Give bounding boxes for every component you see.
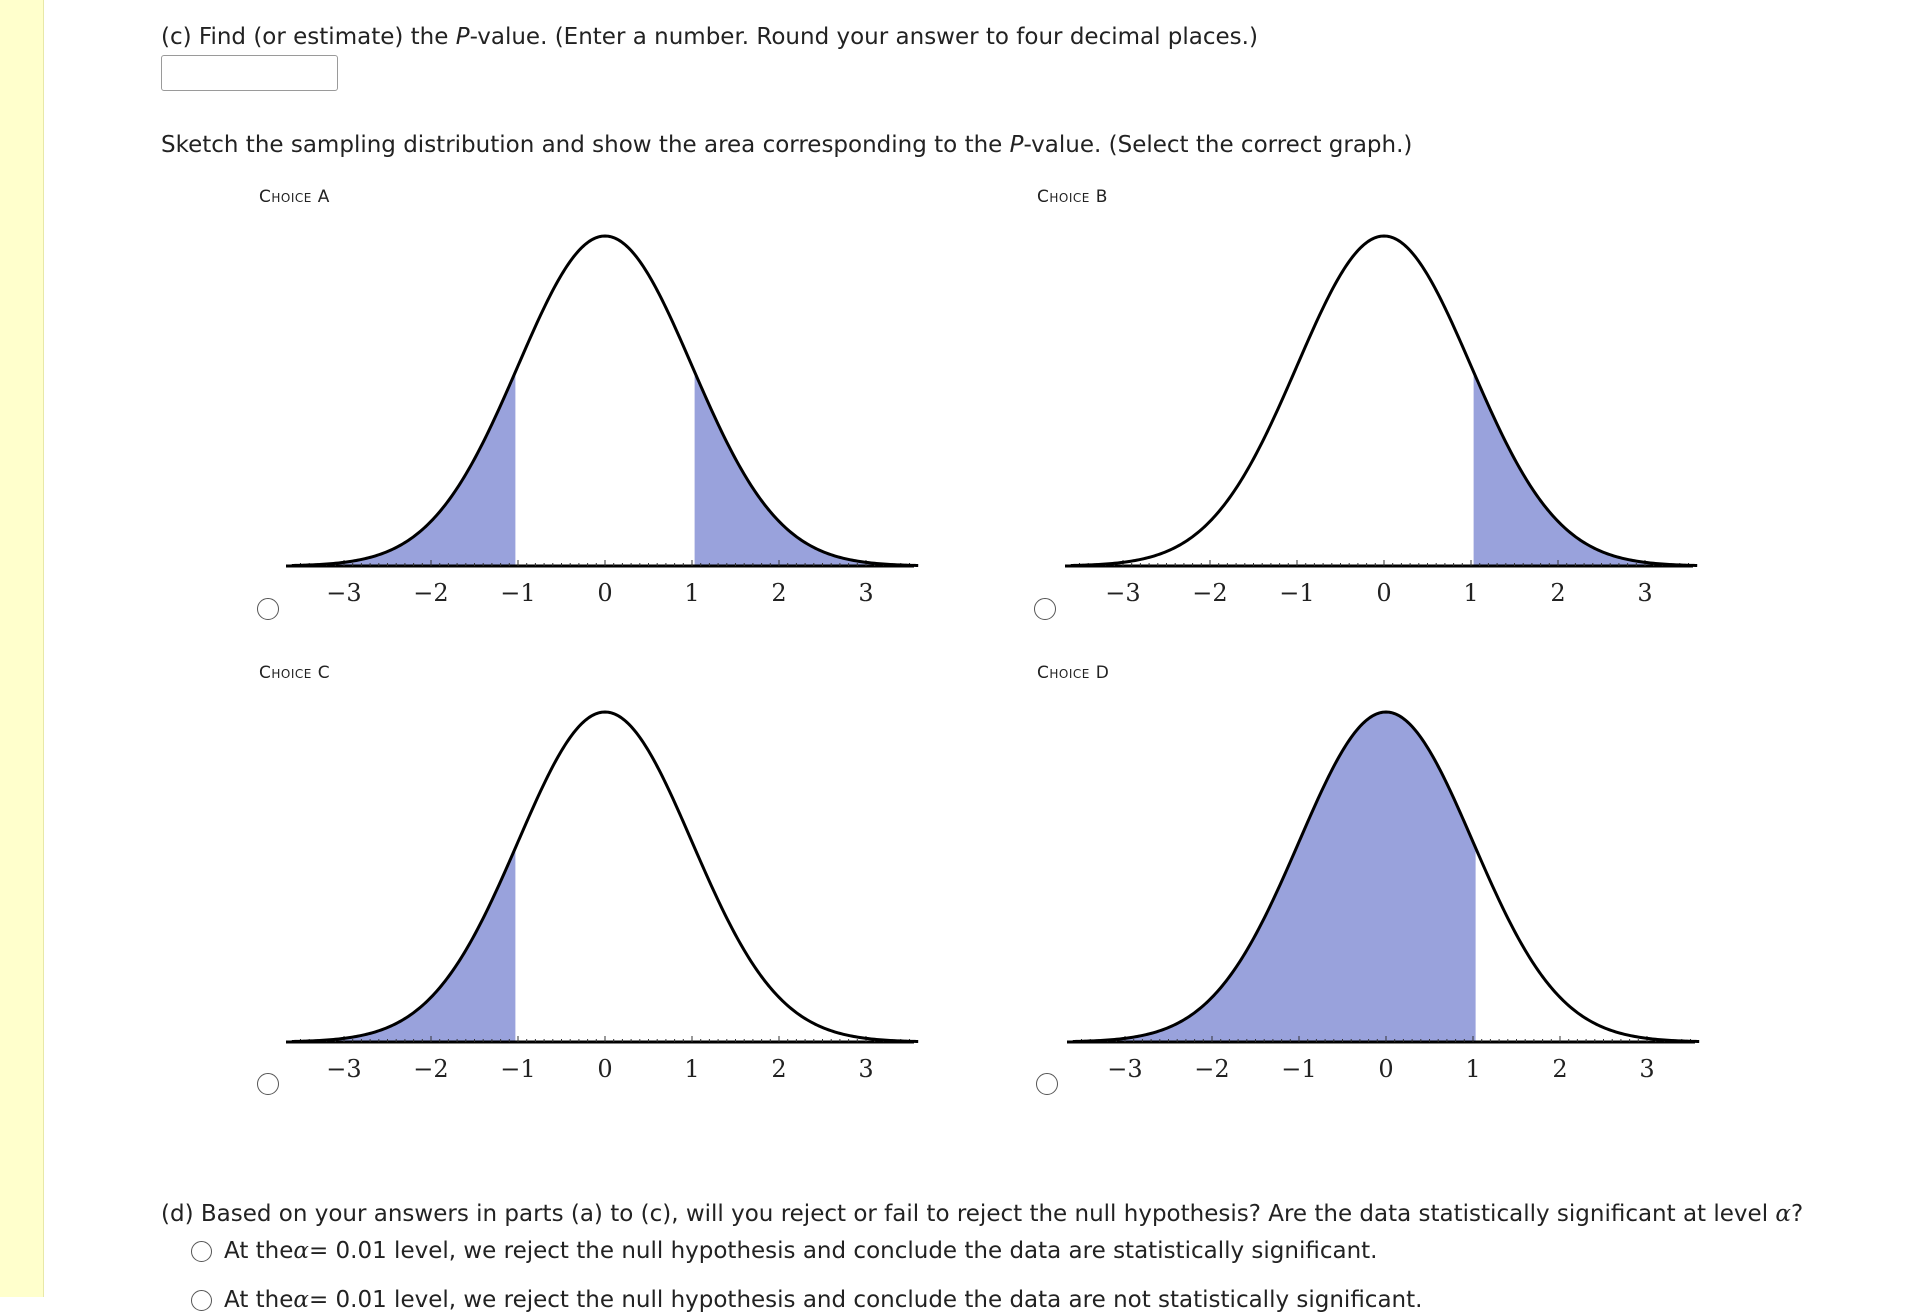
p-value-input[interactable] bbox=[161, 55, 338, 91]
option-2-post: = 0.01 level, we reject the null hypothe… bbox=[308, 1287, 1423, 1313]
part-d-question-end: ? bbox=[1790, 1201, 1804, 1227]
option-1-pre: At the bbox=[224, 1238, 294, 1264]
normal-curve bbox=[291, 710, 919, 1043]
choice-d-graph: −3 −2 −1 0 1 2 3 bbox=[1061, 696, 1701, 1096]
tick-label: −3 bbox=[326, 579, 361, 607]
choice-d-curve-svg: −3 −2 −1 0 1 2 3 bbox=[1067, 710, 1700, 1083]
choice-d-radio[interactable] bbox=[1036, 1073, 1058, 1095]
choice-b-curve-svg: −3 −2 −1 0 1 2 3 bbox=[1065, 234, 1698, 607]
part-c-question: (c) Find (or estimate) the P-value. (Ent… bbox=[161, 24, 1258, 52]
tick-label: 3 bbox=[1637, 579, 1652, 607]
shaded-area-0 bbox=[1473, 371, 1698, 566]
tick-label: 0 bbox=[1378, 1055, 1393, 1083]
shaded-area-0 bbox=[291, 371, 516, 566]
tick-label: 1 bbox=[1465, 1055, 1480, 1083]
option-2-pre: At the bbox=[224, 1287, 294, 1313]
choice-b-radio[interactable] bbox=[1034, 598, 1056, 620]
part-c-prefix: (c) Find (or estimate) the bbox=[161, 24, 456, 50]
sketch-instruction: Sketch the sampling distribution and sho… bbox=[161, 132, 1412, 160]
tick-label: 1 bbox=[1463, 579, 1478, 607]
shaded-area-0 bbox=[1072, 712, 1476, 1042]
tick-label: −1 bbox=[1281, 1055, 1316, 1083]
shaded-area-1 bbox=[694, 371, 919, 566]
p-variable: P bbox=[455, 24, 470, 50]
sketch-prefix: Sketch the sampling distribution and sho… bbox=[161, 132, 1010, 158]
tick-label: −3 bbox=[326, 1055, 361, 1083]
tick-label: −2 bbox=[1194, 1055, 1229, 1083]
tick-label: −1 bbox=[500, 1055, 535, 1083]
sketch-suffix: -value. (Select the correct graph.) bbox=[1023, 132, 1413, 158]
normal-curve bbox=[1072, 710, 1700, 1043]
tick-label: −2 bbox=[1192, 579, 1227, 607]
choice-c-graph: −3 −2 −1 0 1 2 3 bbox=[280, 696, 920, 1096]
normal-curve bbox=[291, 234, 919, 567]
choice-a-curve-svg: −3 −2 −1 0 1 2 3 bbox=[286, 234, 919, 607]
tick-label: −1 bbox=[1279, 579, 1314, 607]
option-reject-significant[interactable]: At the α = 0.01 level, we reject the nul… bbox=[191, 1238, 1377, 1264]
option-2-radio[interactable] bbox=[191, 1289, 212, 1311]
choice-b-label: Choice B bbox=[1037, 187, 1108, 207]
choice-a-label: Choice A bbox=[259, 187, 330, 207]
choice-c-curve-svg: −3 −2 −1 0 1 2 3 bbox=[286, 710, 919, 1083]
part-d-text: (d) Based on your answers in parts (a) t… bbox=[161, 1201, 1776, 1227]
tick-label: 2 bbox=[1550, 579, 1565, 607]
tick-label: 1 bbox=[684, 1055, 699, 1083]
tick-label: 2 bbox=[771, 1055, 786, 1083]
choice-b-graph: −3 −2 −1 0 1 2 3 bbox=[1059, 220, 1699, 620]
option-1-post: = 0.01 level, we reject the null hypothe… bbox=[308, 1238, 1378, 1264]
tick-label: 1 bbox=[684, 579, 699, 607]
tick-label: −3 bbox=[1107, 1055, 1142, 1083]
part-d-question: (d) Based on your answers in parts (a) t… bbox=[161, 1201, 1803, 1229]
tick-label: −3 bbox=[1105, 579, 1140, 607]
tick-label: 0 bbox=[597, 1055, 612, 1083]
tick-label: 0 bbox=[1376, 579, 1391, 607]
p-variable: P bbox=[1009, 132, 1024, 158]
alpha-symbol: α bbox=[1775, 1201, 1791, 1227]
choice-c-label: Choice C bbox=[259, 663, 331, 683]
choice-a-radio[interactable] bbox=[257, 598, 279, 620]
alpha-symbol: α bbox=[293, 1238, 309, 1264]
alpha-symbol: α bbox=[293, 1287, 309, 1313]
option-reject-not-significant[interactable]: At the α = 0.01 level, we reject the nul… bbox=[191, 1287, 1422, 1313]
tick-label: 3 bbox=[858, 579, 873, 607]
option-1-radio[interactable] bbox=[191, 1240, 212, 1262]
shaded-area-0 bbox=[291, 847, 516, 1042]
normal-curve bbox=[1070, 234, 1698, 567]
tick-label: −2 bbox=[413, 579, 448, 607]
choice-c-radio[interactable] bbox=[257, 1073, 279, 1095]
left-margin-strip bbox=[0, 0, 44, 1297]
tick-label: 3 bbox=[1639, 1055, 1654, 1083]
tick-label: −2 bbox=[413, 1055, 448, 1083]
choice-d-label: Choice D bbox=[1037, 663, 1110, 683]
tick-label: 2 bbox=[771, 579, 786, 607]
tick-label: 0 bbox=[597, 579, 612, 607]
tick-label: 3 bbox=[858, 1055, 873, 1083]
tick-label: −1 bbox=[500, 579, 535, 607]
part-c-suffix: -value. (Enter a number. Round your answ… bbox=[469, 24, 1258, 50]
tick-label: 2 bbox=[1552, 1055, 1567, 1083]
choice-a-graph: −3 −2 −1 0 1 2 3 bbox=[280, 220, 920, 620]
